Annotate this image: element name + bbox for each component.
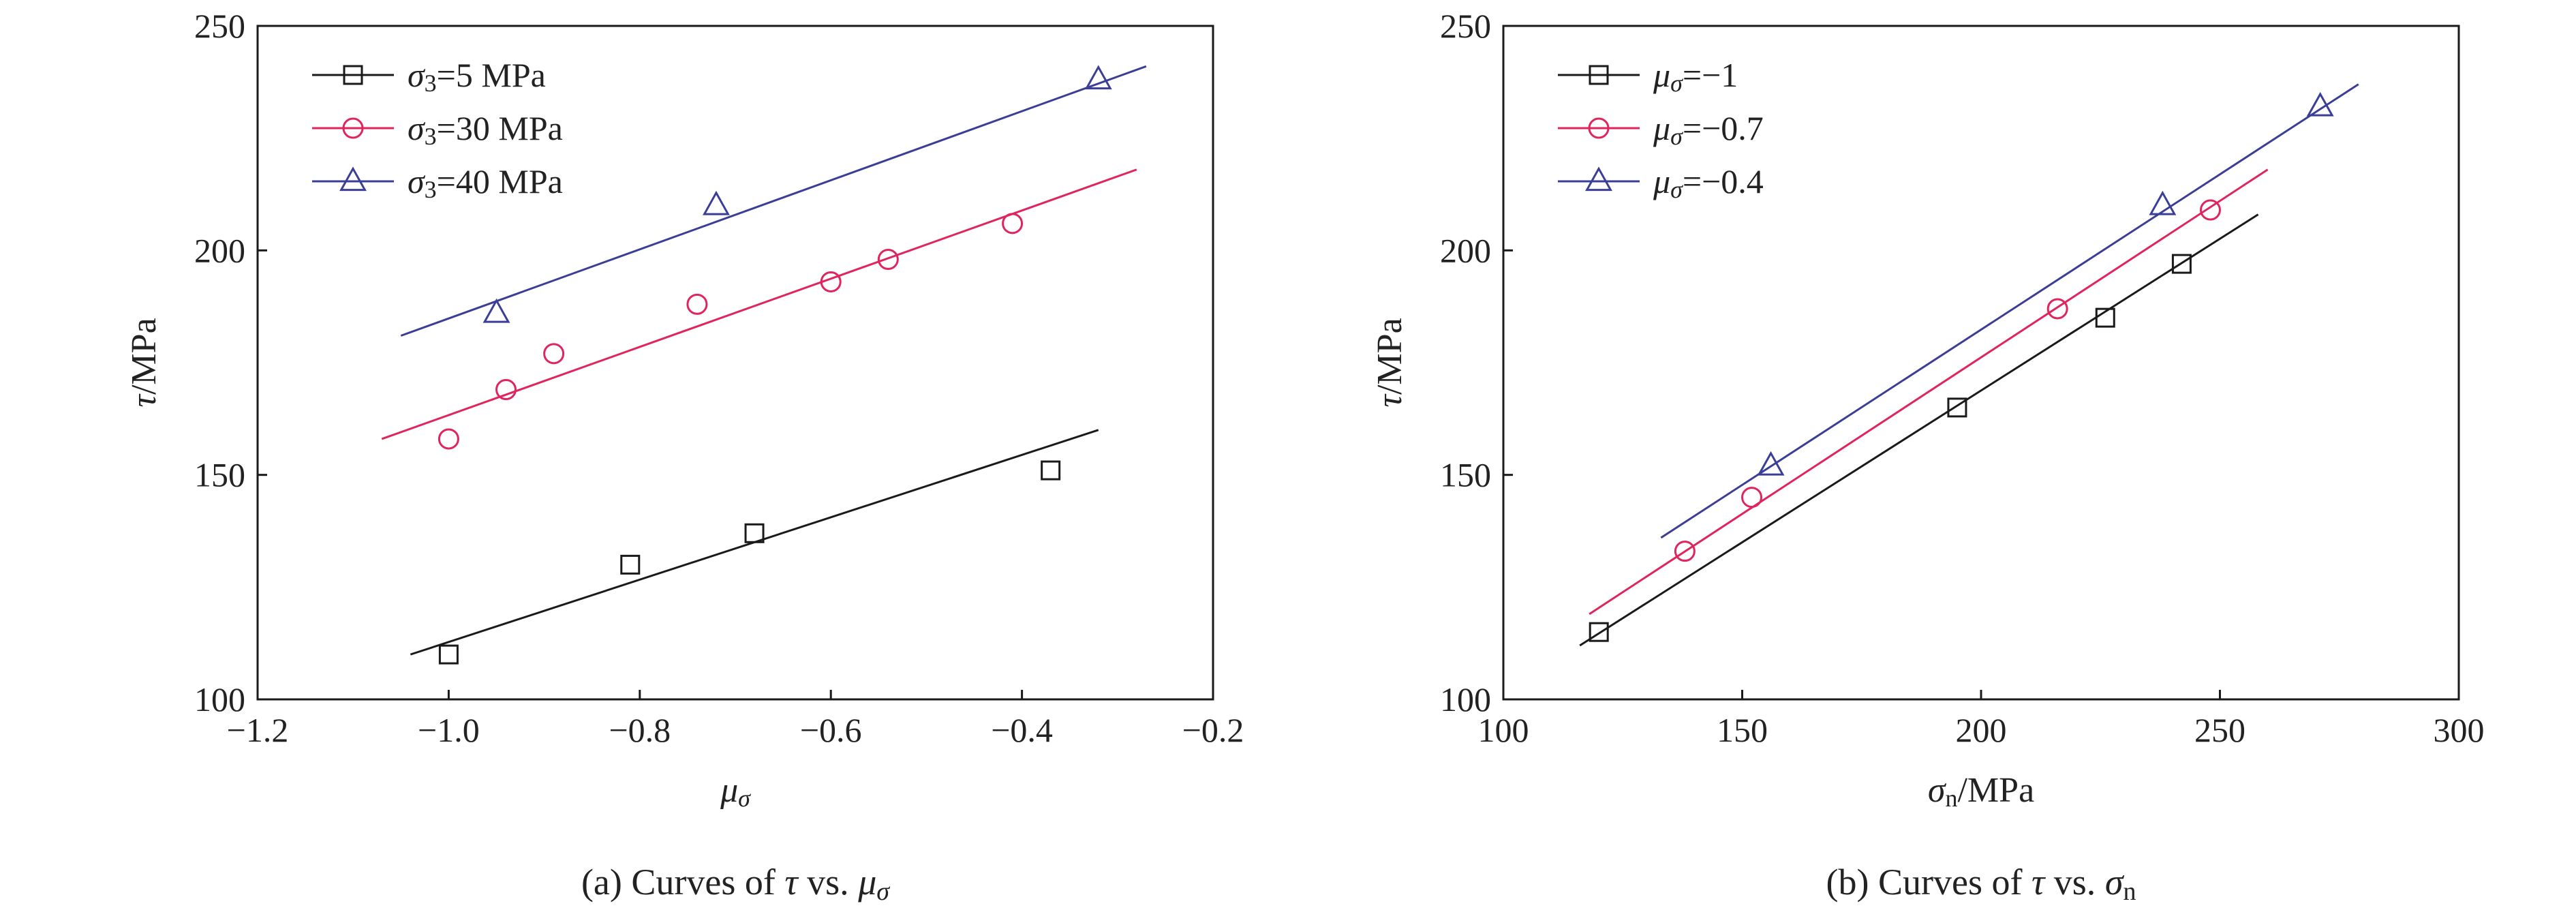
legend-marker	[1588, 117, 1610, 139]
x-tick-label: −0.8	[609, 711, 671, 749]
data-point	[2171, 254, 2192, 274]
legend-label: σ3=40 MPa	[408, 162, 563, 203]
x-tick-label: −1.2	[227, 711, 289, 749]
data-point	[482, 298, 510, 323]
legend-entry: σ3=30 MPa	[312, 109, 563, 150]
data-point	[1674, 541, 1696, 562]
data-point	[686, 293, 708, 315]
legend-marker	[1589, 65, 1609, 85]
legend-label: μσ=−0.7	[1653, 109, 1764, 150]
legend-marker	[342, 117, 364, 139]
y-tick-label: 150	[1440, 456, 1491, 494]
x-tick-label: −0.2	[1182, 711, 1244, 749]
series-circle	[381, 168, 1137, 450]
y-tick-label: 100	[194, 680, 245, 718]
legend-entry: σ3=40 MPa	[312, 162, 563, 203]
data-point	[877, 249, 899, 271]
fit-line	[1589, 168, 2269, 616]
data-point	[438, 428, 459, 450]
y-tick-label: 250	[194, 7, 245, 45]
data-point	[1947, 397, 1967, 418]
y-tick-label: 150	[194, 456, 245, 494]
legend-entry: μσ=−0.4	[1558, 162, 1764, 203]
legend-label: μσ=−1	[1653, 56, 1738, 97]
y-tick-label: 100	[1440, 680, 1491, 718]
series-square	[410, 429, 1099, 665]
data-point	[1041, 460, 1061, 481]
panel-caption: (a) Curves of τ vs. μσ	[581, 862, 890, 906]
data-point	[620, 554, 641, 575]
legend-marker	[1585, 166, 1612, 192]
panel-caption: (b) Curves of τ vs. σn	[1826, 862, 2136, 906]
data-point	[2095, 307, 2115, 328]
data-point	[438, 644, 459, 665]
y-axis-label: τ/MPa	[1370, 318, 1409, 407]
data-point	[2306, 91, 2334, 117]
series-circle	[1589, 168, 2269, 616]
y-tick-label: 250	[1440, 7, 1491, 45]
fit-line	[1579, 213, 2259, 647]
data-point	[820, 271, 842, 292]
series-triangle	[400, 65, 1147, 337]
legend-marker	[343, 65, 363, 85]
legend-entry: μσ=−0.7	[1558, 109, 1764, 150]
legend-label: σ3=5 MPa	[408, 56, 546, 97]
data-point	[1757, 451, 1785, 476]
y-axis-label: τ/MPa	[125, 318, 164, 407]
x-tick-label: 150	[1717, 711, 1768, 749]
legend-label: σ3=30 MPa	[408, 109, 563, 150]
series-triangle	[1660, 83, 2359, 539]
plot-frame	[256, 25, 1214, 701]
legend-entry: σ3=5 MPa	[312, 56, 546, 97]
data-point	[1741, 487, 1763, 509]
data-point	[1589, 622, 1609, 642]
legend-entry: μσ=−1	[1558, 56, 1738, 97]
legend-marker	[339, 166, 367, 192]
data-point	[2046, 298, 2068, 320]
x-tick-label: 300	[2434, 711, 2485, 749]
data-point	[2199, 199, 2221, 221]
data-point	[703, 190, 730, 215]
plot-frame	[1502, 25, 2460, 701]
series-square	[1579, 213, 2259, 647]
x-axis-label: μσ	[720, 771, 751, 812]
x-tick-label: 100	[1478, 711, 1529, 749]
legend-label: μσ=−0.4	[1653, 162, 1764, 203]
data-point	[1002, 213, 1024, 234]
x-tick-label: −0.6	[800, 711, 862, 749]
x-tick-label: 250	[2194, 711, 2245, 749]
data-point	[1084, 65, 1112, 90]
fit-line	[400, 65, 1147, 337]
data-point	[495, 379, 517, 401]
data-point	[543, 343, 565, 365]
chart-panel-a: −1.2 −1.0 −0.8 −0.6 −0.4 −0.2 100 150 200 250 τ/MP…	[125, 7, 1244, 906]
x-tick-label: −1.0	[418, 711, 480, 749]
fit-line	[1660, 83, 2359, 539]
y-tick-label: 200	[194, 231, 245, 269]
x-axis-label: σn/MPa	[1928, 771, 2034, 812]
chart-panel-b: 100 150 200 250 300 100 150 200 250 τ/MPa σn/MPa (b…	[1370, 7, 2485, 906]
data-point	[744, 523, 765, 543]
x-tick-label: 200	[1956, 711, 2007, 749]
y-tick-label: 200	[1440, 231, 1491, 269]
data-point	[2149, 190, 2177, 215]
x-tick-label: −0.4	[991, 711, 1053, 749]
